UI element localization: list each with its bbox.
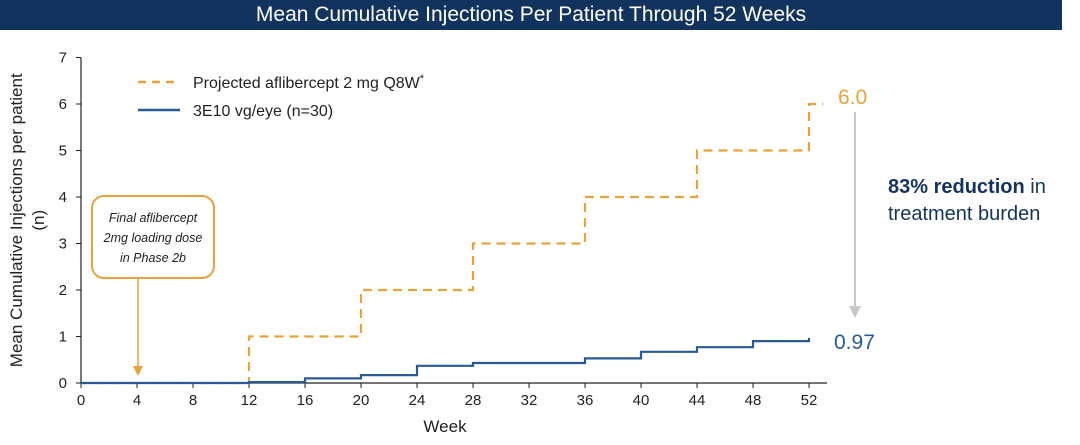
y-axis-label-line-1: Mean Cumulative Injections per patient <box>7 73 26 367</box>
end-label-projected: 6.0 <box>838 86 867 109</box>
legend-label-projected: Projected aflibercept 2 mg Q8W <box>193 75 421 92</box>
callout-line-2: treatment burden <box>888 203 1040 225</box>
end-label-3e10: 0.97 <box>834 331 875 354</box>
svg-text:83% reduction in: 83% reduction in <box>888 176 1046 198</box>
series-layer <box>81 102 823 385</box>
y-axis-label-line-2: (n) <box>29 210 48 231</box>
x-tick-label: 20 <box>353 392 370 409</box>
legend-label-3e10: 3E10 vg/eye (n=30) <box>193 103 333 120</box>
annotation-box: Final aflibercept 2mg loading dose in Ph… <box>91 195 215 279</box>
y-tick-label: 2 <box>59 282 67 299</box>
series-line-3e10 <box>81 337 811 385</box>
series-line-projected <box>81 102 823 385</box>
axes: 0 4 8 12 16 20 24 28 32 36 40 44 48 5201234567WeekMea… <box>7 50 827 436</box>
x-tick-label: 36 <box>577 392 594 409</box>
x-tick-label: 40 <box>633 392 650 409</box>
y-tick-label: 7 <box>59 50 67 67</box>
x-tick-label: 24 <box>409 392 426 409</box>
annotation-line-1: Final aflibercept <box>109 211 198 225</box>
annotation-arrow <box>133 278 143 376</box>
x-axis-label: Week <box>423 417 467 436</box>
callout-rest: in <box>1025 176 1046 198</box>
legend-label-projected-mark: * <box>420 73 425 85</box>
y-tick-label: 3 <box>59 236 67 253</box>
x-tick-label: 44 <box>689 392 706 409</box>
x-tick-label: 0 <box>77 392 85 409</box>
svg-text:Projected aflibercept 2 mg Q8W: Projected aflibercept 2 mg Q8W* <box>193 73 425 92</box>
x-tick-label: 8 <box>189 392 197 409</box>
y-tick-label: 1 <box>59 329 67 346</box>
y-tick-label: 4 <box>59 189 67 206</box>
chart-title: Mean Cumulative Injections Per Patient T… <box>255 3 807 26</box>
y-tick-label: 6 <box>59 96 67 113</box>
y-tick-label: 5 <box>59 143 67 160</box>
x-tick-label: 28 <box>465 392 482 409</box>
x-tick-label: 48 <box>745 392 762 409</box>
y-tick-label: 0 <box>59 375 67 392</box>
x-tick-label: 4 <box>133 392 141 409</box>
reduction-arrow <box>849 112 861 318</box>
chart-title-bar: Mean Cumulative Injections Per Patient T… <box>0 0 1062 30</box>
x-tick-label: 16 <box>297 392 314 409</box>
callout-bold: 83% reduction <box>888 176 1025 198</box>
annotation-line-2: 2mg loading dose <box>103 231 203 245</box>
x-tick-label: 12 <box>241 392 258 409</box>
x-tick-label: 32 <box>521 392 538 409</box>
annotation-line-3: in Phase 2b <box>120 251 186 265</box>
x-tick-label: 52 <box>801 392 818 409</box>
legend: Projected aflibercept 2 mg Q8W* 3E10 vg/… <box>138 73 425 120</box>
